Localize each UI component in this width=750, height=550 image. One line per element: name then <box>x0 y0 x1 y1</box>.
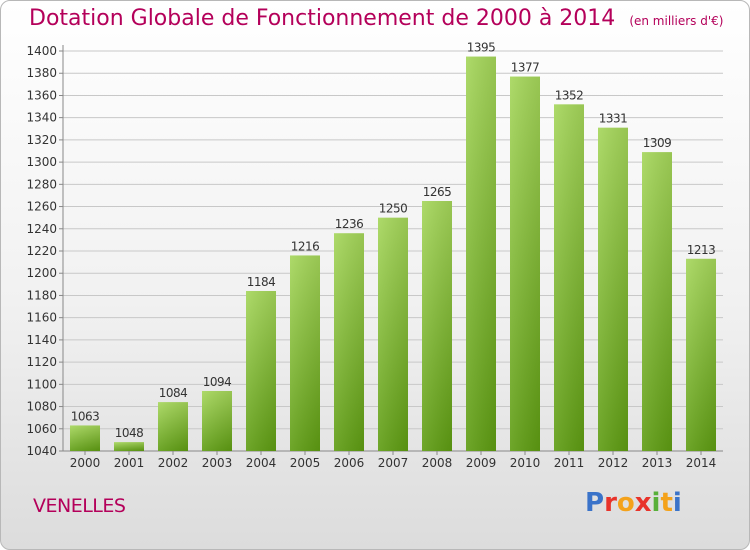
y-tick-label: 1100 <box>26 377 57 391</box>
logo-letter: r <box>604 488 617 518</box>
y-tick-label: 1280 <box>26 177 57 191</box>
value-label-2005: 1216 <box>291 239 320 253</box>
x-tick-label-2009: 2009 <box>466 456 497 470</box>
value-label-2011: 1352 <box>555 88 584 102</box>
value-label-2000: 1063 <box>71 409 100 423</box>
value-label-2004: 1184 <box>247 275 276 289</box>
bar-shade-2002 <box>158 402 188 451</box>
x-tick-label-2011: 2011 <box>554 456 585 470</box>
value-label-2008: 1265 <box>423 185 452 199</box>
y-tick-label: 1240 <box>26 222 57 236</box>
chart-title: Dotation Globale de Fonctionnement de 20… <box>29 6 616 31</box>
x-tick-label-2005: 2005 <box>290 456 321 470</box>
y-tick-label: 1060 <box>26 422 57 436</box>
x-tick-label-2002: 2002 <box>158 456 189 470</box>
y-tick-label: 1220 <box>26 244 57 258</box>
chart-title-block: Dotation Globale de Fonctionnement de 20… <box>29 6 723 31</box>
x-tick-label-2003: 2003 <box>202 456 233 470</box>
bar-shade-2000 <box>70 425 100 451</box>
bar-shade-2004 <box>246 291 276 451</box>
y-tick-label: 1120 <box>26 355 57 369</box>
y-tick-label: 1180 <box>26 288 57 302</box>
bar-shade-2014 <box>686 258 716 451</box>
y-tick-label: 1080 <box>26 400 57 414</box>
x-tick-label-2012: 2012 <box>598 456 629 470</box>
y-tick-label: 1160 <box>26 311 57 325</box>
y-tick-label: 1340 <box>26 111 57 125</box>
bar-shade-2003 <box>202 391 232 451</box>
logo-letter: t <box>660 488 673 518</box>
value-label-2014: 1213 <box>687 243 716 257</box>
x-tick-label-2014: 2014 <box>686 456 717 470</box>
bar-shade-2009 <box>466 56 496 452</box>
x-tick-label-2008: 2008 <box>422 456 453 470</box>
x-tick-label-2006: 2006 <box>334 456 365 470</box>
bar-layer <box>70 56 716 452</box>
bar-shade-2011 <box>554 104 584 451</box>
bar-shade-2001 <box>114 442 144 451</box>
y-tick-label: 1300 <box>26 155 57 169</box>
bar-shade-2007 <box>378 217 408 451</box>
value-label-2002: 1084 <box>159 386 188 400</box>
y-tick-label: 1400 <box>26 44 57 58</box>
y-tick-label: 1200 <box>26 266 57 280</box>
bar-shade-2013 <box>642 152 672 451</box>
chart-unit: (en milliers d'€) <box>629 14 724 28</box>
axis-layer: 1040 1060 1080 1100 1120 1140 1160 1180 1200 1220… <box>26 44 723 470</box>
value-label-2001: 1048 <box>115 426 144 440</box>
bar-shade-2008 <box>422 201 452 451</box>
logo-letter: x <box>634 488 652 518</box>
x-tick-label-2004: 2004 <box>246 456 277 470</box>
x-tick-label-2000: 2000 <box>70 456 101 470</box>
y-tick-label: 1040 <box>26 444 57 458</box>
x-tick-label-2013: 2013 <box>642 456 673 470</box>
x-tick-label-2007: 2007 <box>378 456 409 470</box>
y-tick-label: 1320 <box>26 133 57 147</box>
value-label-2007: 1250 <box>379 202 408 216</box>
logo-letter: P <box>585 488 605 518</box>
value-label-2010: 1377 <box>511 61 540 75</box>
logo-letter: o <box>616 488 635 518</box>
place-name: VENELLES <box>33 495 126 517</box>
bar-shade-2006 <box>334 233 364 451</box>
y-tick-label: 1260 <box>26 200 57 214</box>
y-tick-label: 1360 <box>26 88 57 102</box>
value-label-2013: 1309 <box>643 136 672 150</box>
bar-shade-2012 <box>598 127 628 452</box>
y-tick-label: 1140 <box>26 333 57 347</box>
value-label-2009: 1395 <box>467 41 496 55</box>
x-tick-label-2001: 2001 <box>114 456 145 470</box>
value-label-2012: 1331 <box>599 112 628 126</box>
proxiti-logo[interactable]: Proxiti <box>585 488 682 518</box>
y-tick-label: 1380 <box>26 66 57 80</box>
bar-shade-2010 <box>510 76 540 452</box>
value-label-2003: 1094 <box>203 375 232 389</box>
value-label-2006: 1236 <box>335 217 364 231</box>
label-layer: 1063 1048 1084 1094 1184 1216 1236 1250 1265 1395… <box>71 41 716 441</box>
logo-letter: i <box>651 488 661 518</box>
bar-shade-2005 <box>290 255 320 451</box>
logo-letter: i <box>672 488 682 518</box>
x-tick-label-2010: 2010 <box>510 456 541 470</box>
